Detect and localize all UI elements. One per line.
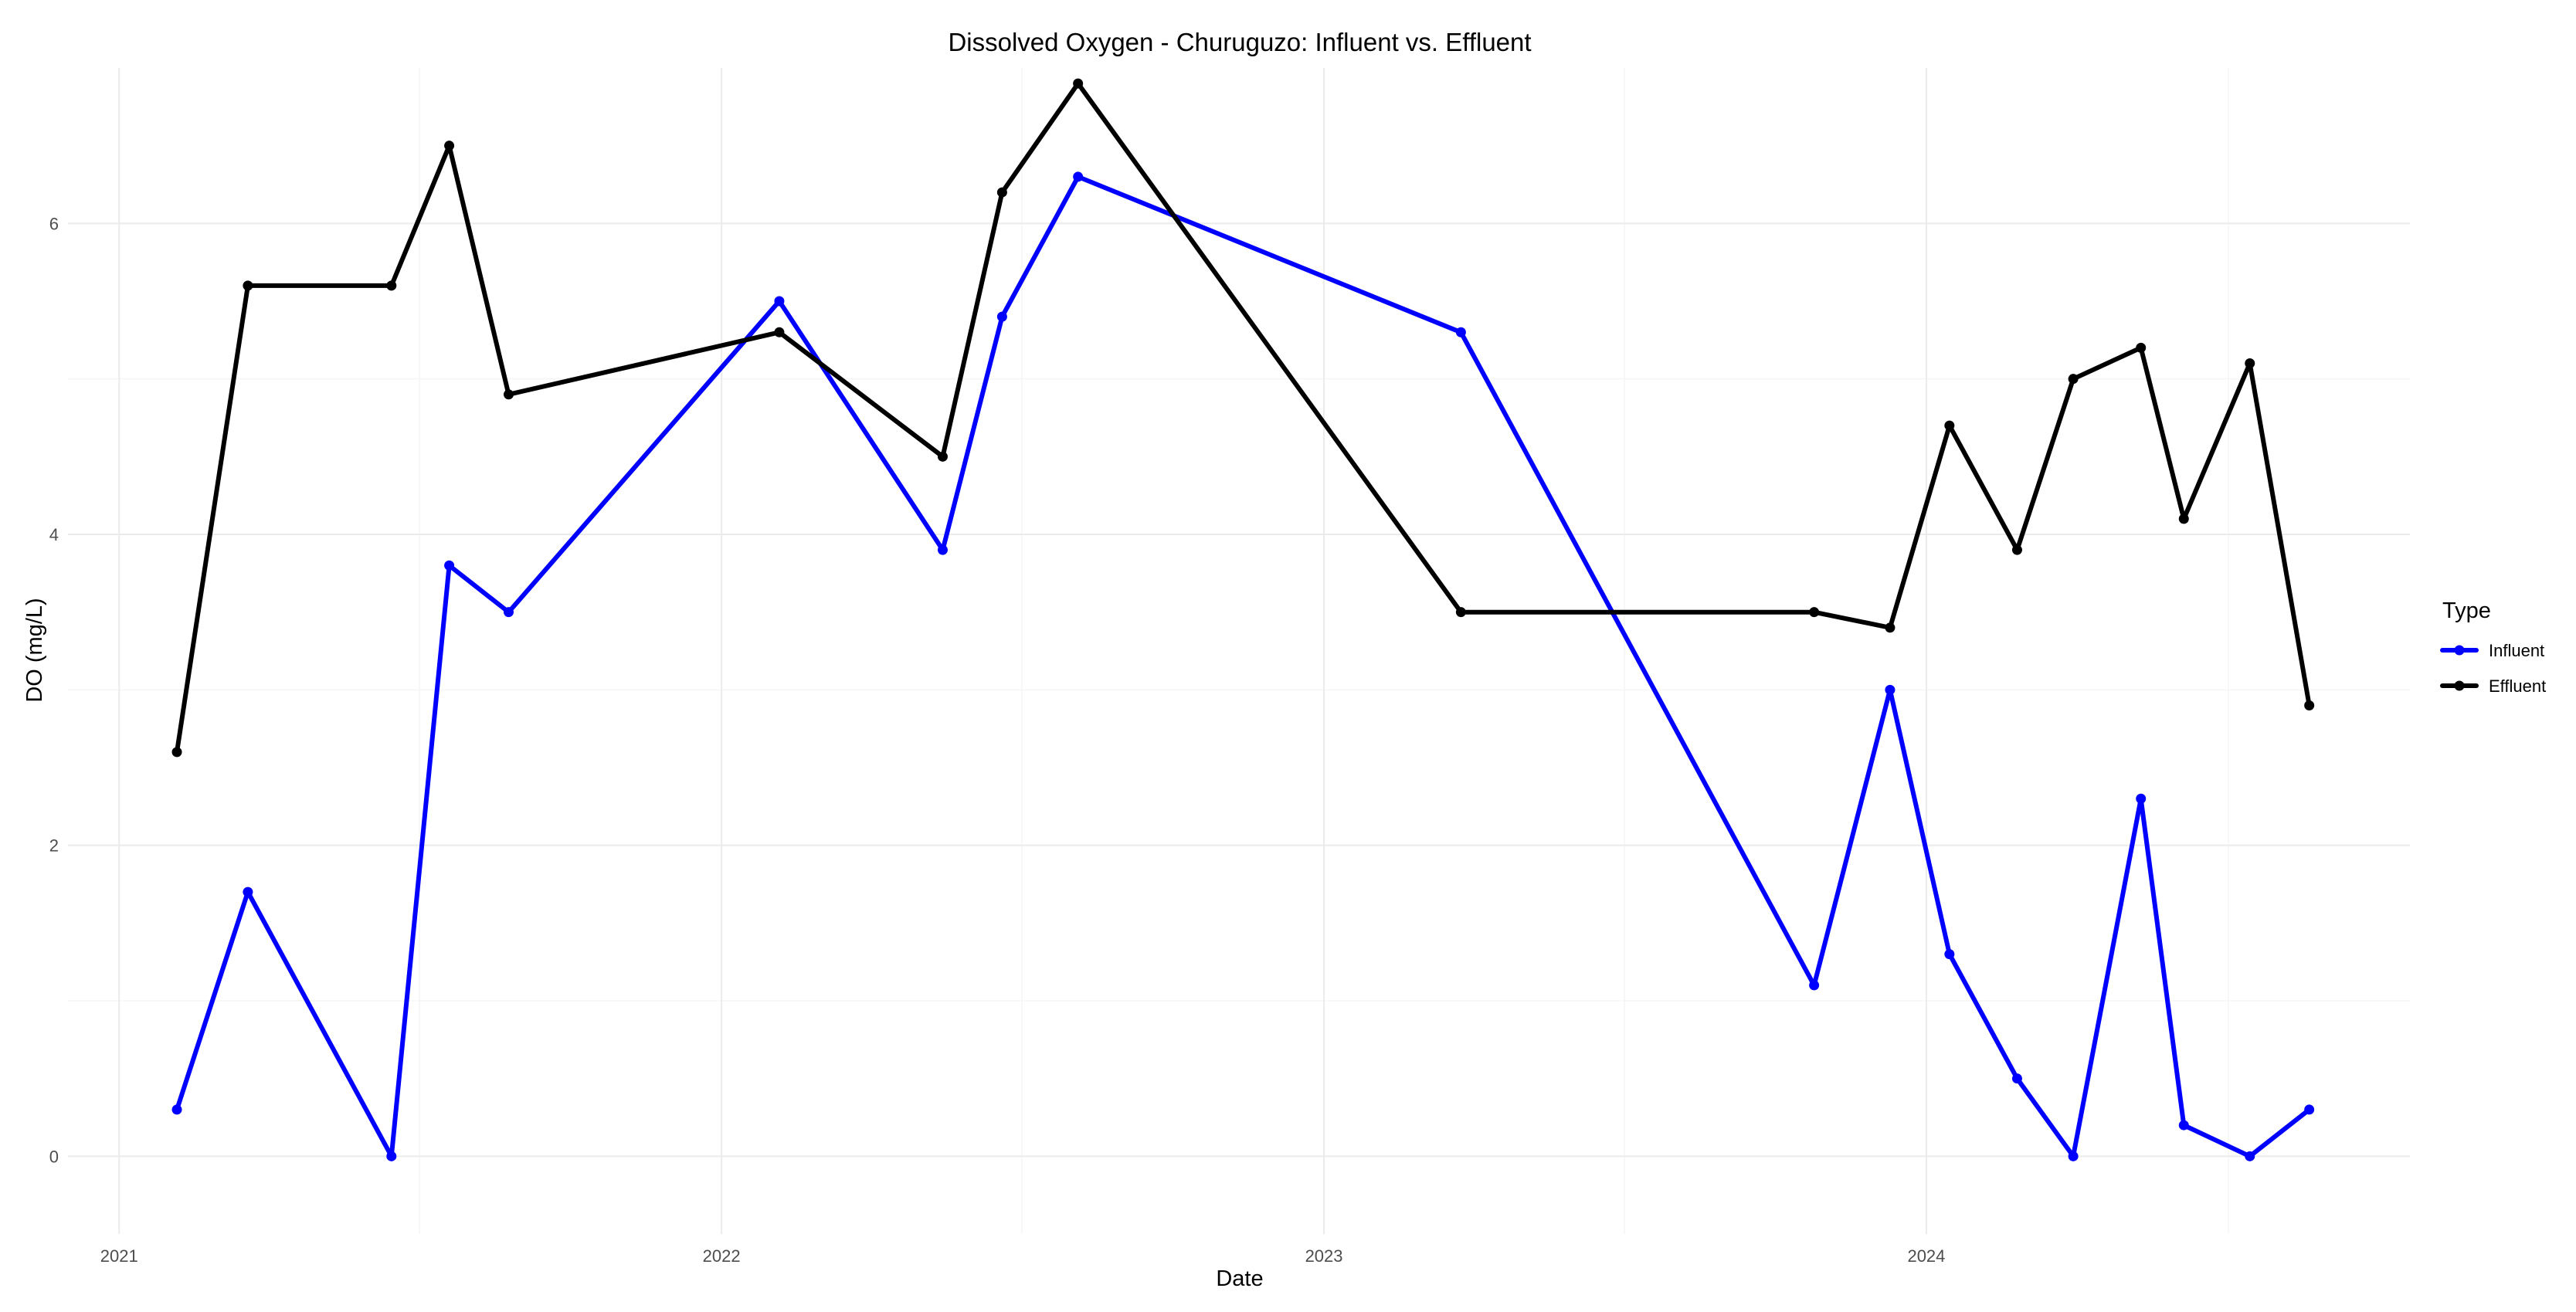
legend-title: Type — [2442, 598, 2491, 623]
legend-label: Influent — [2489, 641, 2544, 660]
major-gridlines — [68, 68, 2410, 1234]
legend-label: Effluent — [2489, 676, 2546, 696]
y-tick-label: 6 — [49, 214, 59, 233]
influent-point — [937, 544, 948, 555]
tick-labels: 2021 2022 2023 2024 0 2 4 6 — [49, 214, 1946, 1266]
chart-title: Dissolved Oxygen - Churuguzo: Influent v… — [948, 28, 1531, 56]
effluent-point — [243, 280, 253, 291]
y-tick-label: 2 — [49, 836, 59, 856]
effluent-point — [504, 389, 514, 400]
x-axis-label: Date — [1216, 1266, 1263, 1291]
effluent-point — [2178, 514, 2189, 524]
influent-point — [2178, 1120, 2189, 1131]
x-tick-label: 2023 — [1305, 1246, 1343, 1266]
y-axis-label: DO (mg/L) — [22, 598, 47, 702]
y-tick-label: 4 — [49, 525, 59, 544]
y-tick-label: 0 — [49, 1147, 59, 1166]
influent-point — [171, 1104, 182, 1115]
influent-point — [2011, 1073, 2022, 1084]
effluent-point — [2136, 342, 2147, 353]
influent-point — [1944, 949, 1955, 960]
influent-point — [2304, 1104, 2315, 1115]
influent-point — [504, 607, 514, 618]
effluent-point — [1073, 78, 1084, 89]
legend: Type Influent Effluent — [2440, 598, 2546, 696]
effluent-point — [774, 327, 785, 337]
influent-point — [2136, 793, 2147, 804]
x-tick-label: 2021 — [100, 1246, 138, 1266]
legend-items: Influent Effluent — [2440, 641, 2546, 696]
influent-point — [1455, 327, 1466, 337]
legend-item-effluent: Effluent — [2440, 676, 2546, 696]
influent-point — [996, 311, 1007, 322]
effluent-point — [1944, 420, 1955, 431]
effluent-point — [996, 187, 1007, 198]
influent-point — [1885, 684, 1896, 695]
effluent-point — [937, 451, 948, 462]
influent-point — [243, 887, 253, 897]
effluent-point — [171, 747, 182, 758]
effluent-point — [2011, 544, 2022, 555]
legend-key-point — [2454, 645, 2465, 656]
influent-point — [386, 1151, 397, 1161]
legend-key-point — [2454, 680, 2465, 691]
effluent-point — [444, 141, 455, 151]
x-tick-label: 2024 — [1907, 1246, 1945, 1266]
effluent-point — [1455, 607, 1466, 618]
influent-point — [444, 560, 455, 571]
effluent-point — [1809, 607, 1820, 618]
influent-point — [2245, 1151, 2255, 1161]
effluent-series — [171, 78, 2315, 758]
effluent-point — [386, 280, 397, 291]
effluent-point — [2245, 358, 2255, 369]
effluent-point — [2068, 374, 2079, 385]
effluent-point — [2304, 700, 2315, 710]
influent-series — [171, 171, 2315, 1161]
influent-point — [1809, 980, 1820, 991]
legend-item-influent: Influent — [2440, 641, 2544, 660]
influent-point — [774, 296, 785, 307]
minor-gridlines — [68, 68, 2410, 1234]
influent-point — [2068, 1151, 2079, 1161]
effluent-point — [1885, 622, 1896, 633]
x-tick-label: 2022 — [703, 1246, 741, 1266]
series-layer — [171, 78, 2315, 1161]
influent-point — [1073, 171, 1084, 182]
